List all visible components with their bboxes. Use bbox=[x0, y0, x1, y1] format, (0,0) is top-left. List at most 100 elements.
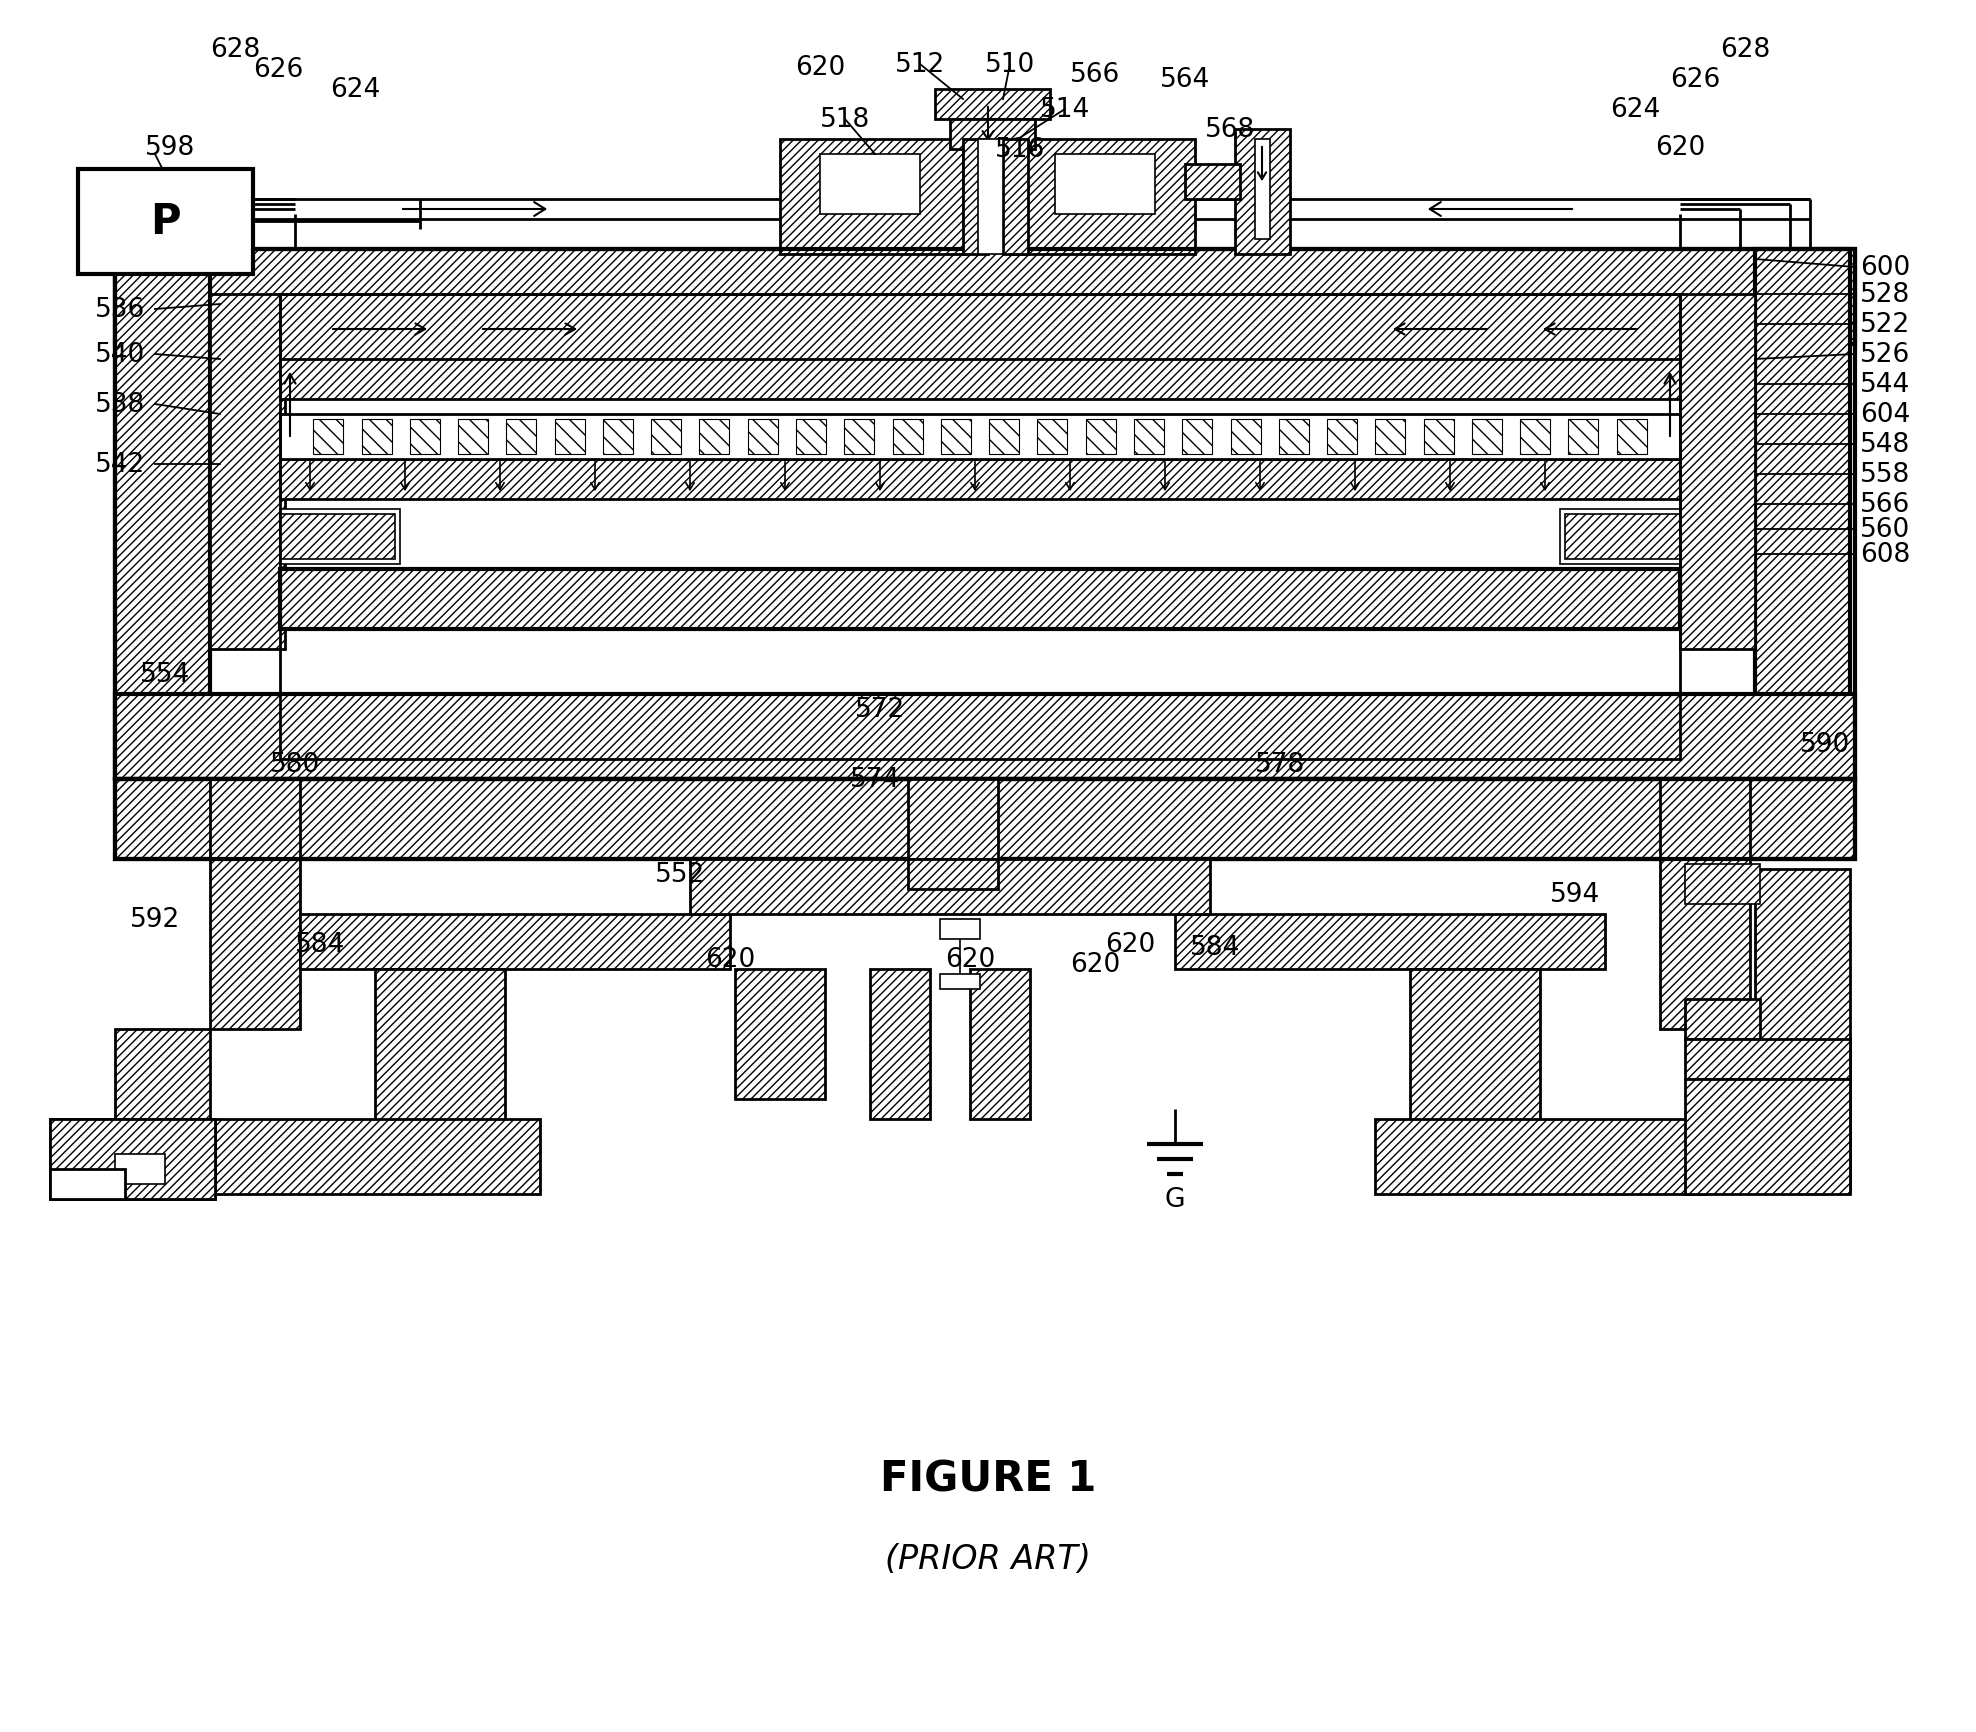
Bar bbox=[893, 419, 923, 456]
Text: FIGURE 1: FIGURE 1 bbox=[879, 1458, 1097, 1500]
Bar bbox=[281, 294, 1680, 365]
Text: 510: 510 bbox=[984, 52, 1035, 78]
Bar bbox=[1375, 1119, 1705, 1195]
Text: 526: 526 bbox=[1859, 341, 1911, 367]
Bar bbox=[1565, 514, 1680, 559]
Text: 608: 608 bbox=[1859, 542, 1911, 568]
Bar bbox=[281, 509, 399, 565]
Bar bbox=[978, 140, 1004, 255]
Text: 540: 540 bbox=[95, 341, 144, 367]
Bar bbox=[970, 970, 1029, 1119]
Text: 620: 620 bbox=[705, 946, 755, 972]
Bar bbox=[700, 419, 729, 456]
Bar bbox=[281, 414, 1680, 459]
Text: 564: 564 bbox=[1160, 68, 1209, 94]
Text: 574: 574 bbox=[850, 767, 901, 793]
Bar bbox=[115, 1150, 281, 1190]
Bar bbox=[314, 419, 344, 456]
Bar bbox=[1686, 1039, 1850, 1079]
Bar bbox=[1055, 154, 1156, 215]
Bar bbox=[209, 779, 300, 1029]
Text: 560: 560 bbox=[1859, 516, 1911, 542]
Bar bbox=[1411, 970, 1539, 1185]
Bar bbox=[781, 140, 964, 255]
Text: P: P bbox=[150, 201, 180, 242]
Bar bbox=[1472, 419, 1502, 456]
Text: 584: 584 bbox=[1190, 935, 1241, 961]
Text: 518: 518 bbox=[820, 107, 869, 133]
Text: 572: 572 bbox=[856, 696, 905, 722]
Bar bbox=[555, 419, 585, 456]
Text: 566: 566 bbox=[1069, 62, 1120, 88]
Bar bbox=[458, 419, 488, 456]
Bar bbox=[1559, 509, 1680, 565]
Text: 620: 620 bbox=[945, 946, 996, 972]
Bar bbox=[115, 779, 1855, 859]
Bar bbox=[1010, 140, 1195, 255]
Text: 512: 512 bbox=[895, 52, 945, 78]
Text: 628: 628 bbox=[209, 36, 261, 62]
Bar bbox=[690, 859, 1209, 914]
Bar bbox=[962, 95, 982, 225]
Bar bbox=[1328, 419, 1358, 456]
Text: 590: 590 bbox=[1800, 731, 1850, 757]
Bar bbox=[506, 419, 535, 456]
Bar bbox=[909, 859, 998, 890]
Text: 600: 600 bbox=[1859, 255, 1911, 281]
Bar bbox=[1680, 294, 1755, 650]
Bar bbox=[281, 459, 1680, 501]
Bar bbox=[375, 970, 506, 1185]
Bar bbox=[1755, 249, 1850, 779]
Bar bbox=[1134, 419, 1164, 456]
Bar bbox=[1520, 419, 1551, 456]
Bar bbox=[941, 920, 980, 939]
Text: 514: 514 bbox=[1039, 97, 1091, 123]
Bar bbox=[300, 914, 729, 970]
Bar bbox=[77, 170, 253, 275]
Bar bbox=[820, 154, 921, 215]
Text: 620: 620 bbox=[1069, 951, 1120, 977]
Bar bbox=[747, 419, 779, 456]
Text: G: G bbox=[1164, 1186, 1186, 1212]
Bar bbox=[209, 294, 285, 650]
Bar bbox=[844, 419, 873, 456]
Bar bbox=[1616, 419, 1646, 456]
Text: 584: 584 bbox=[294, 932, 346, 958]
Bar bbox=[281, 514, 395, 559]
Text: 516: 516 bbox=[994, 137, 1045, 163]
Text: 554: 554 bbox=[140, 662, 190, 688]
Bar bbox=[1176, 914, 1605, 970]
Bar bbox=[1569, 419, 1599, 456]
Bar bbox=[652, 419, 682, 456]
Bar bbox=[115, 1029, 209, 1190]
Bar bbox=[796, 419, 826, 456]
Bar bbox=[1255, 140, 1271, 239]
Text: 620: 620 bbox=[1656, 135, 1705, 161]
Text: 626: 626 bbox=[253, 57, 302, 83]
Bar bbox=[735, 970, 826, 1100]
Bar bbox=[115, 1154, 166, 1185]
Text: 604: 604 bbox=[1859, 402, 1911, 428]
Bar bbox=[1085, 419, 1116, 456]
Bar bbox=[1231, 419, 1261, 456]
Text: 624: 624 bbox=[1610, 97, 1660, 123]
Text: 592: 592 bbox=[130, 906, 180, 932]
Text: 542: 542 bbox=[95, 452, 144, 478]
Text: 528: 528 bbox=[1859, 282, 1911, 308]
Bar bbox=[1755, 869, 1850, 1190]
Bar bbox=[1278, 419, 1308, 456]
Bar bbox=[115, 249, 209, 779]
Bar bbox=[115, 249, 1855, 345]
Text: 552: 552 bbox=[654, 861, 705, 887]
Bar bbox=[281, 570, 1680, 630]
Bar bbox=[362, 419, 391, 456]
Bar bbox=[935, 90, 1049, 120]
Text: 566: 566 bbox=[1859, 492, 1911, 518]
Bar bbox=[1686, 999, 1761, 1039]
Text: 558: 558 bbox=[1859, 462, 1911, 488]
Text: 580: 580 bbox=[271, 752, 320, 778]
Bar bbox=[209, 1119, 539, 1195]
Bar bbox=[281, 360, 1680, 400]
Text: 522: 522 bbox=[1859, 312, 1911, 338]
Text: 620: 620 bbox=[794, 55, 846, 81]
